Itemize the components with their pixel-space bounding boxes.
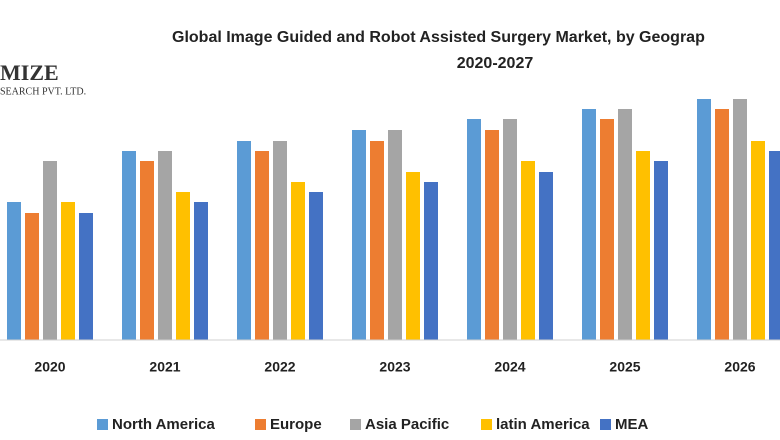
bar [769,151,780,340]
bar [352,130,366,340]
bar [176,192,190,340]
logo-tagline: SEARCH PVT. LTD. [0,86,86,97]
bar [43,161,57,340]
x-tick-label: 2020 [34,359,65,375]
legend-swatch [350,419,361,430]
legend-label: MEA [615,416,649,433]
chart-title: Global Image Guided and Robot Assisted S… [172,29,705,46]
x-tick-label: 2023 [379,359,410,375]
bar [600,119,614,340]
x-tick-label: 2025 [609,359,640,375]
logo-name: MIZE [0,60,59,85]
bar [140,161,154,340]
legend-swatch [481,419,492,430]
bar [194,202,208,340]
legend-swatch [97,419,108,430]
bar [503,119,517,340]
bar [636,151,650,340]
legend-label: latin America [496,416,590,433]
bar [424,182,438,340]
x-tick-label: 2024 [494,359,525,375]
bar [122,151,136,340]
bar [370,141,384,340]
bar [715,109,729,340]
bar [309,192,323,340]
bar [25,213,39,340]
bar [521,161,535,340]
bar [733,99,747,340]
x-tick-label: 2021 [149,359,180,375]
bar [751,141,765,340]
bar [539,172,553,340]
legend-label: Asia Pacific [365,416,449,433]
legend-label: Europe [270,416,322,433]
bar [61,202,75,340]
legend-label: North America [112,416,215,433]
legend-swatch [600,419,611,430]
bar [406,172,420,340]
x-tick-label: 2022 [264,359,295,375]
bar [237,141,251,340]
bar [467,119,481,340]
bar [158,151,172,340]
bar [485,130,499,340]
bar [618,109,632,340]
bar [255,151,269,340]
bar [654,161,668,340]
bar [273,141,287,340]
bar [697,99,711,340]
chart-subtitle: 2020-2027 [457,55,534,72]
bar [582,109,596,340]
x-tick-label: 2026 [724,359,755,375]
bar [79,213,93,340]
bar [7,202,21,340]
bar [291,182,305,340]
bar [388,130,402,340]
legend-swatch [255,419,266,430]
